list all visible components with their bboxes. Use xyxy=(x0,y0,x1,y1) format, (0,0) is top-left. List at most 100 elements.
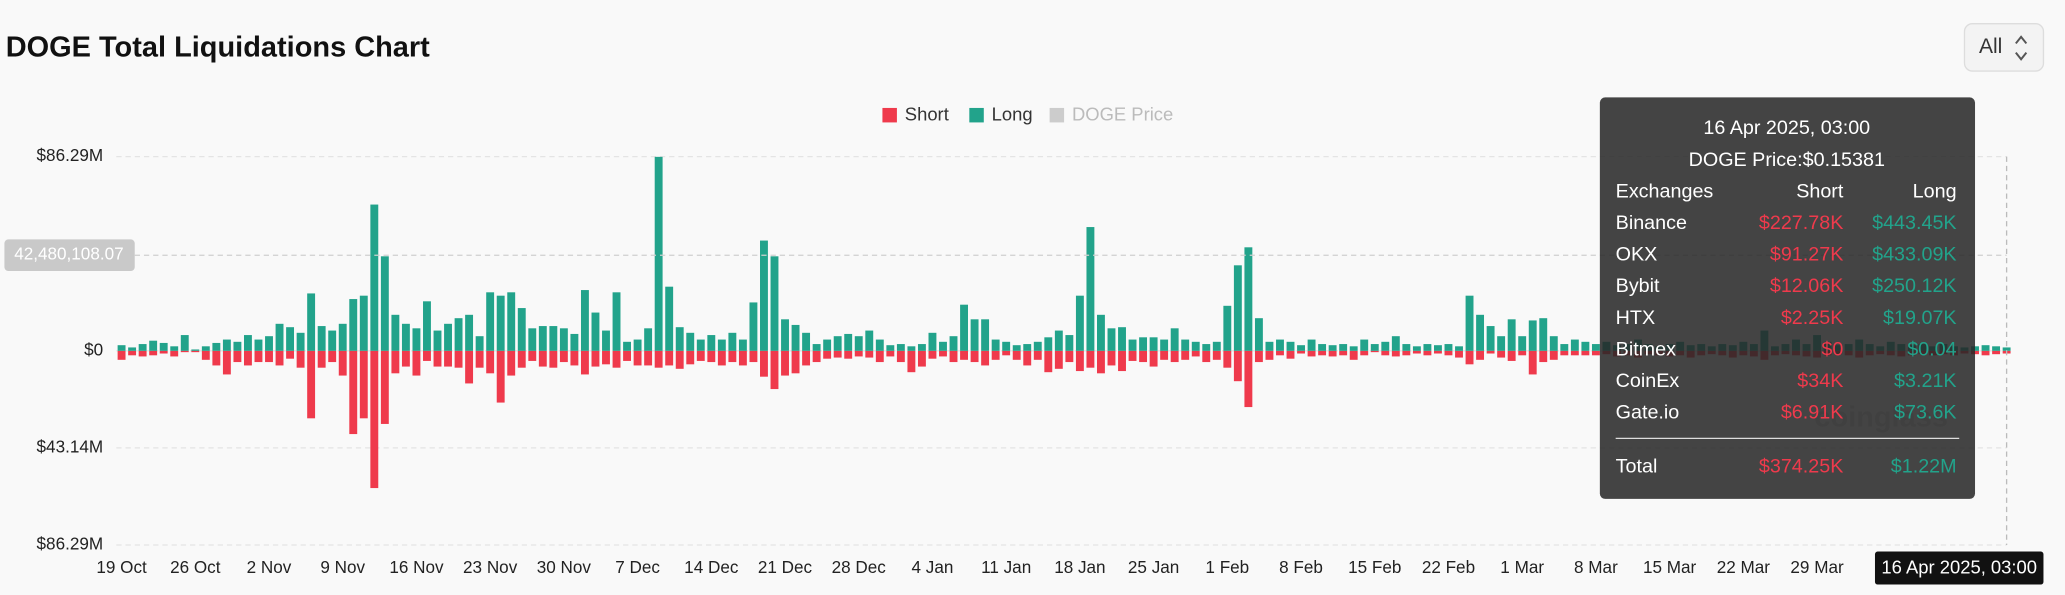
bar xyxy=(538,326,547,351)
bar xyxy=(854,350,863,357)
bar xyxy=(1476,314,1485,351)
bar xyxy=(991,339,1000,351)
bar xyxy=(1244,350,1253,408)
bar xyxy=(1507,350,1516,361)
tooltip-cell: Gate.io xyxy=(1616,402,1680,424)
bar xyxy=(191,350,200,353)
x-tick-label: 30 Nov xyxy=(537,558,592,577)
bar xyxy=(1423,344,1432,351)
range-selector-box[interactable] xyxy=(1963,23,2045,72)
bar xyxy=(939,341,947,351)
bar xyxy=(243,350,252,366)
bar xyxy=(1528,350,1537,375)
bar xyxy=(1233,265,1242,351)
bar xyxy=(686,332,695,351)
tooltip-box xyxy=(1599,97,1976,499)
bar xyxy=(265,350,273,363)
bar xyxy=(370,204,379,351)
x-tick-label: 15 Feb xyxy=(1348,558,1401,577)
bar xyxy=(243,335,252,351)
bar xyxy=(222,350,231,375)
x-tick-label: 2 Nov xyxy=(247,558,292,577)
bar xyxy=(1139,350,1148,363)
bar xyxy=(1339,350,1348,356)
bar xyxy=(623,350,632,361)
bar xyxy=(1044,337,1053,351)
legend-label[interactable]: Short xyxy=(905,104,949,125)
bar xyxy=(917,350,926,367)
bar xyxy=(1223,350,1232,368)
bar xyxy=(1191,350,1200,357)
bar xyxy=(1149,350,1158,367)
bar xyxy=(1002,341,1011,351)
bar xyxy=(233,350,242,363)
bar xyxy=(696,350,705,361)
bar xyxy=(833,350,842,358)
bar xyxy=(749,302,758,351)
legend-swatch[interactable] xyxy=(1049,107,1065,123)
legend-swatch[interactable] xyxy=(969,107,984,123)
tooltip-cell: $34K xyxy=(1797,370,1843,392)
tooltip-cell: $91.27K xyxy=(1770,244,1844,266)
legend-label[interactable]: Long xyxy=(992,104,1033,125)
x-tick-label: 8 Feb xyxy=(1279,558,1323,577)
bar xyxy=(433,330,442,351)
bar xyxy=(338,350,347,376)
range-selector[interactable]: All xyxy=(1963,23,2045,72)
bar xyxy=(612,292,621,351)
bar xyxy=(1191,341,1200,351)
bar xyxy=(349,350,358,435)
bar xyxy=(1549,350,1558,360)
range-selector-label[interactable]: All xyxy=(1979,35,2002,58)
bar xyxy=(1202,350,1211,363)
tooltip-price: DOGE Price:$0.15381 xyxy=(1689,149,1885,171)
bar xyxy=(328,330,337,351)
bar xyxy=(180,335,189,351)
legend-label[interactable]: DOGE Price xyxy=(1072,104,1173,125)
bar xyxy=(1044,350,1053,373)
bar xyxy=(1012,345,1021,351)
bar xyxy=(254,350,263,363)
bar xyxy=(1033,341,1042,351)
bar xyxy=(654,350,663,368)
bar xyxy=(328,350,337,363)
bar xyxy=(465,314,474,351)
crosshair-y-label-box xyxy=(4,239,135,272)
bar xyxy=(781,319,789,351)
bar xyxy=(1465,295,1474,351)
bar xyxy=(1339,344,1348,351)
bar xyxy=(917,344,926,351)
bar xyxy=(1033,350,1042,360)
bar xyxy=(791,324,800,351)
bar xyxy=(1181,339,1190,351)
bar xyxy=(591,350,600,367)
tooltip-cell: Bybit xyxy=(1616,275,1660,297)
bar xyxy=(1549,336,1558,351)
bar xyxy=(1444,350,1453,356)
tooltip-cell: $0.04 xyxy=(1907,338,1956,360)
bar xyxy=(928,350,937,359)
tooltip-total: $1.22M xyxy=(1891,456,1957,478)
bar xyxy=(1455,350,1463,358)
bar xyxy=(486,292,495,351)
bar xyxy=(1149,337,1158,351)
bar xyxy=(644,350,653,366)
bar xyxy=(665,286,674,351)
bar xyxy=(370,350,379,489)
tooltip-cell: $433.09K xyxy=(1872,244,1957,266)
range-selector-arrows[interactable] xyxy=(2015,35,2028,61)
x-tick-label: 8 Mar xyxy=(1574,558,1618,577)
y-tick-label: $0 xyxy=(84,340,103,359)
bar xyxy=(949,336,958,351)
tooltip-cell: $19.07K xyxy=(1883,307,1957,329)
bar xyxy=(1497,350,1506,358)
x-tick-label: 15 Mar xyxy=(1643,558,1697,577)
tooltip: 16 Apr 2025, 03:00 DOGE Price:$0.15381 Exc… xyxy=(1599,97,1976,499)
bar xyxy=(1054,330,1063,351)
bar xyxy=(412,328,421,351)
bar xyxy=(1065,335,1074,351)
bar xyxy=(1581,350,1590,356)
legend-swatch[interactable] xyxy=(882,107,897,123)
bar xyxy=(960,350,968,360)
